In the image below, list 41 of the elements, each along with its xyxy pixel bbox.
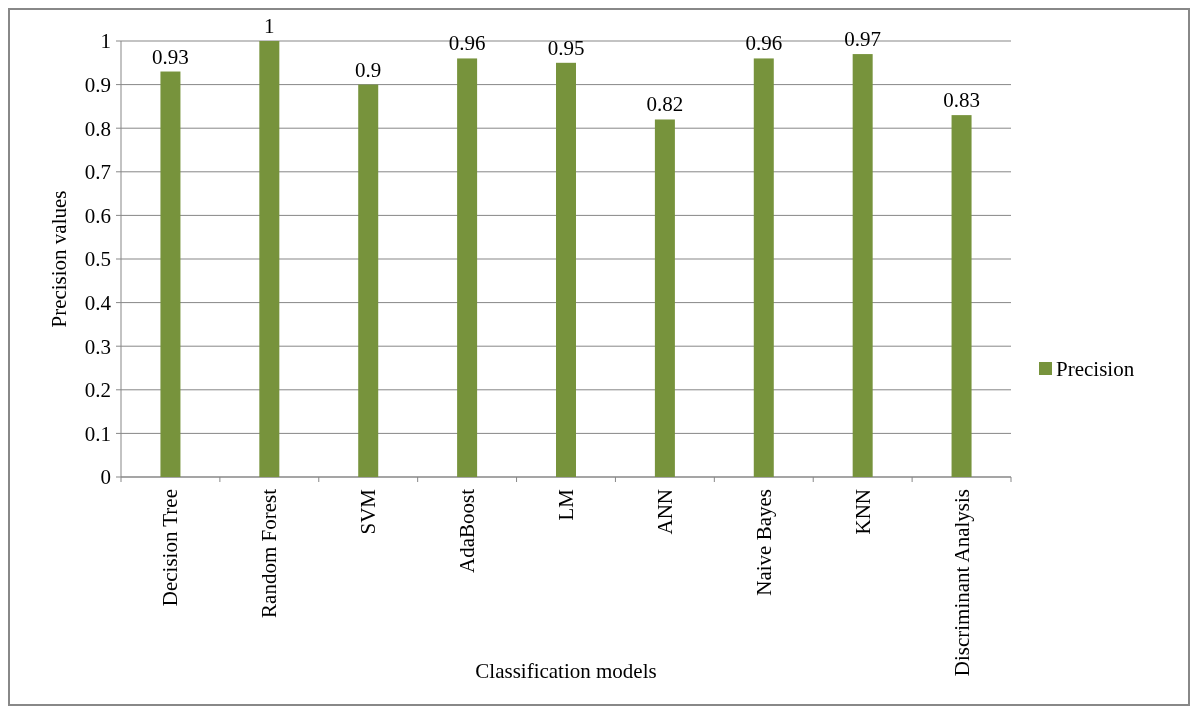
y-tick-label: 1 (100, 29, 111, 54)
x-tick-label: LM (554, 488, 578, 521)
bar (259, 41, 280, 477)
data-label: 0.95 (547, 35, 585, 60)
bar (358, 84, 379, 477)
y-tick-label: 0.5 (84, 247, 111, 272)
x-axis-title: Classification models (475, 659, 657, 683)
x-tick-label: ANN (652, 489, 677, 535)
y-tick-label: 0.2 (84, 378, 111, 403)
data-label: 0.82 (646, 92, 684, 117)
data-label: 0.97 (844, 27, 882, 52)
bar (951, 115, 972, 477)
bar (654, 119, 675, 477)
x-tick-label: Naive Bayes (751, 489, 776, 596)
x-tick-label: AdaBoost (455, 488, 480, 573)
y-axis-title: Precision values (47, 190, 71, 328)
bar (556, 62, 576, 477)
y-tick-label: 0.8 (84, 116, 111, 141)
y-tick-label: 0.7 (84, 160, 111, 185)
legend-label: Precision (1056, 357, 1135, 382)
x-tick-label: SVM (356, 488, 381, 535)
x-tick-label: KNN (850, 489, 875, 535)
x-tick-label: Random Forest (257, 488, 282, 618)
data-label: 1 (264, 14, 275, 38)
bar (753, 58, 774, 477)
bar (852, 54, 873, 477)
x-tick-label: Discriminant Analysis (949, 489, 974, 677)
y-tick-label: 0.4 (84, 290, 112, 315)
data-label: 0.83 (943, 88, 980, 113)
data-label: 0.96 (745, 31, 783, 56)
bar (457, 58, 478, 477)
y-tick-label: 0.3 (84, 334, 111, 359)
data-label: 0.9 (355, 57, 382, 82)
data-label: 0.93 (152, 44, 189, 69)
y-tick-label: 0.1 (84, 421, 111, 446)
data-label: 0.96 (448, 31, 486, 56)
x-tick-label: Decision Tree (158, 489, 183, 607)
y-tick-label: 0 (100, 465, 111, 490)
bar (160, 71, 181, 477)
y-tick-label: 0.6 (84, 203, 111, 228)
y-tick-label: 0.9 (84, 72, 111, 97)
